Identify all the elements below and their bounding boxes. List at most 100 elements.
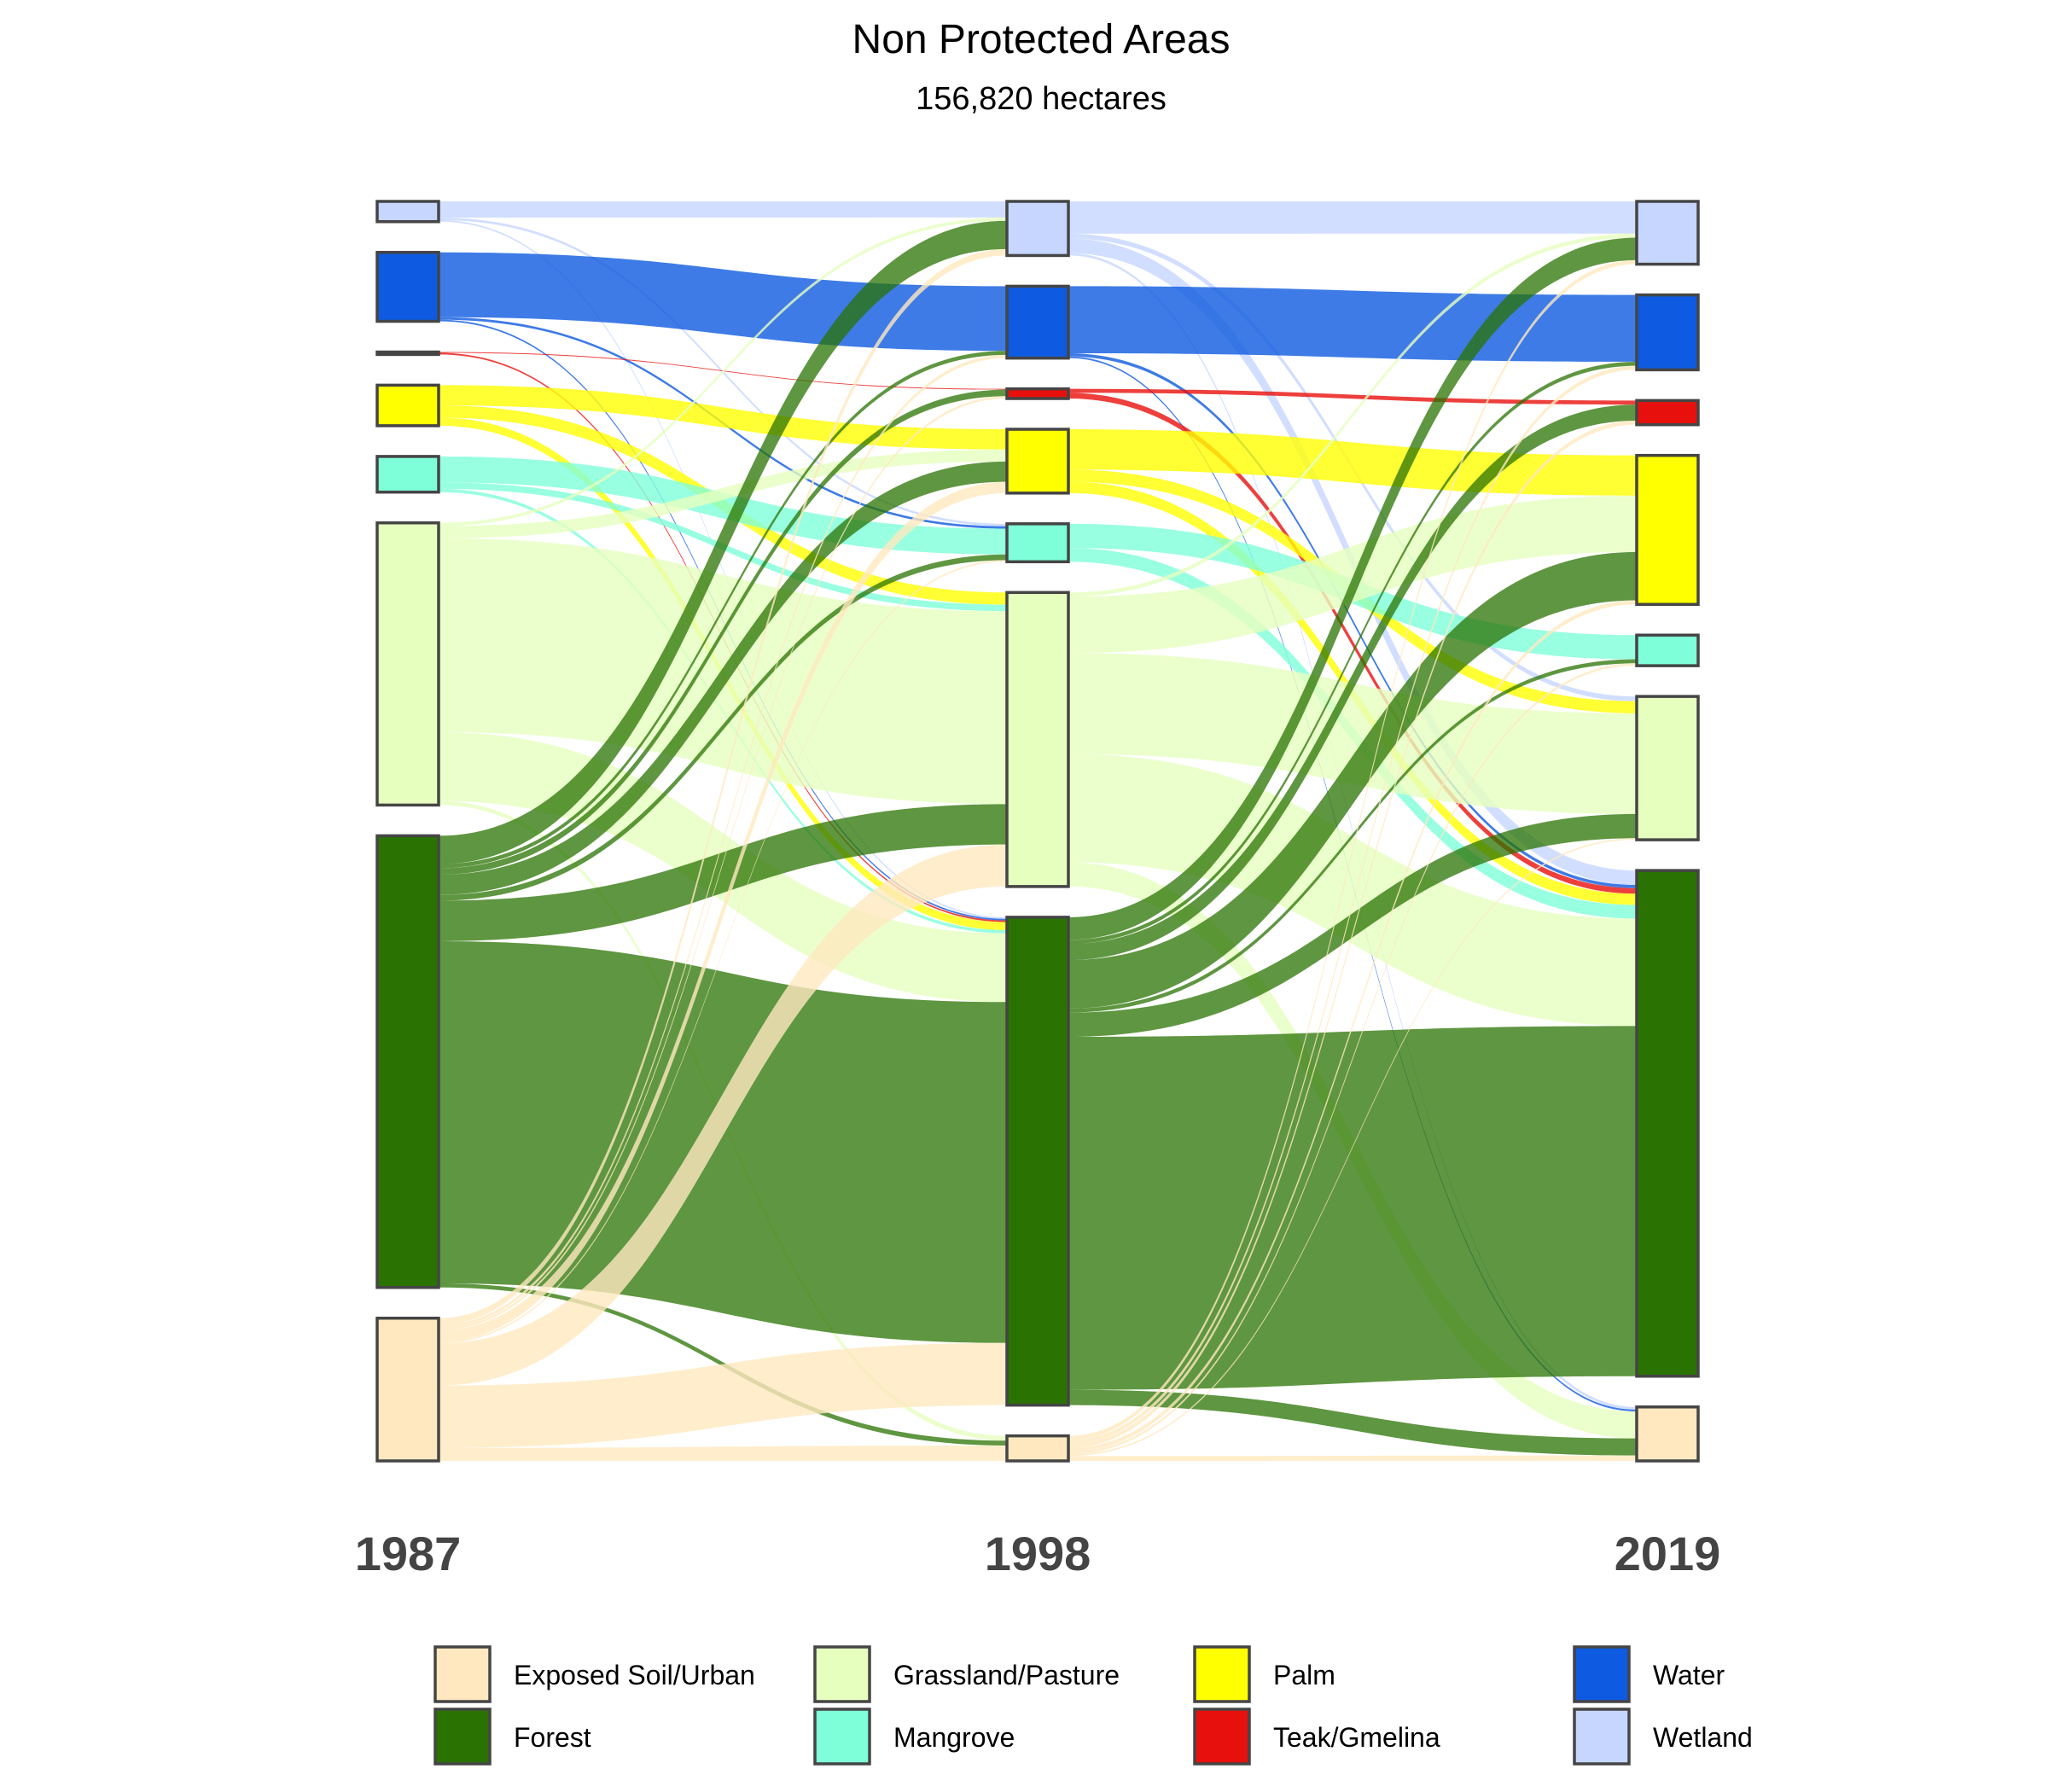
node-2019-teak-gmelina bbox=[1635, 399, 1700, 427]
flow-1998-forest-to-2019-exposed-soil-urban bbox=[1068, 1389, 1637, 1456]
flow-1987-forest-to-1998-palm bbox=[439, 461, 1007, 895]
flow-1998-wetland-to-2019-exposed-soil-urban bbox=[1068, 253, 1637, 1410]
node-2019-forest bbox=[1635, 869, 1700, 1378]
legend-item-water: Water bbox=[1573, 1645, 1725, 1703]
flow-1998-forest-to-2019-wetland bbox=[1068, 237, 1637, 940]
legend-item-exposed-soil-urban: Exposed Soil/Urban bbox=[433, 1645, 755, 1703]
flow-1987-exposed-soil-urban-to-1998-water bbox=[439, 354, 1007, 1329]
node-1987-mangrove bbox=[375, 455, 440, 494]
flow-1998-teak-gmelina-to-2019-forest bbox=[1068, 393, 1637, 894]
legend-label: Wetland bbox=[1653, 1722, 1753, 1753]
legend-label: Palm bbox=[1273, 1660, 1335, 1690]
flow-1998-teak-gmelina-to-2019-teak-gmelina bbox=[1068, 388, 1637, 405]
node-1987-water bbox=[375, 251, 440, 323]
legend-swatch bbox=[1573, 1645, 1631, 1703]
flow-1987-exposed-soil-urban-to-1998-teak-gmelina bbox=[439, 396, 1007, 1331]
legend-label: Teak/Gmelina bbox=[1273, 1722, 1440, 1753]
flow-1987-wetland-to-1998-forest bbox=[439, 219, 1007, 919]
legend-item-mangrove: Mangrove bbox=[813, 1708, 1015, 1766]
node-2019-grassland-pasture bbox=[1635, 695, 1700, 841]
flow-1987-exposed-soil-urban-to-1998-palm bbox=[439, 481, 1007, 1342]
node-1998-grassland-pasture bbox=[1005, 591, 1070, 888]
flow-1987-mangrove-to-1998-mangrove bbox=[439, 456, 1007, 555]
legend-label: Forest bbox=[514, 1722, 591, 1753]
legend: Exposed Soil/Urban Grassland/Pasture Palm W… bbox=[433, 1645, 1753, 1766]
stage-labels: 1987 1998 2019 bbox=[355, 1527, 1721, 1580]
flow-1987-wetland-to-1998-wetland bbox=[439, 201, 1007, 218]
flow-1998-forest-to-2019-water bbox=[1068, 361, 1637, 945]
flow-1998-exposed-soil-urban-to-2019-mangrove bbox=[1068, 663, 1637, 1455]
flow-1987-exposed-soil-urban-to-1998-wetland bbox=[439, 248, 1007, 1325]
node-2019-wetland bbox=[1635, 200, 1700, 266]
legend-item-grassland-pasture: Grassland/Pasture bbox=[813, 1645, 1120, 1703]
flow-1998-forest-to-2019-mangrove bbox=[1068, 659, 1637, 1013]
flow-1998-water-to-2019-water bbox=[1068, 286, 1637, 362]
legend-swatch bbox=[433, 1645, 492, 1703]
legend-label: Exposed Soil/Urban bbox=[514, 1660, 755, 1690]
stage-label-2019: 2019 bbox=[1615, 1527, 1721, 1580]
flow-1998-exposed-soil-urban-to-2019-wetland bbox=[1068, 259, 1637, 1440]
flow-1998-forest-to-2019-palm bbox=[1068, 551, 1637, 1009]
node-1987-forest bbox=[375, 834, 440, 1289]
flow-1987-exposed-soil-urban-to-1998-forest bbox=[439, 1342, 1007, 1448]
node-1987-wetland bbox=[375, 200, 440, 224]
node-1998-water bbox=[1005, 284, 1070, 360]
stage-label-1998: 1998 bbox=[985, 1527, 1091, 1580]
flow-layer bbox=[439, 201, 1637, 1461]
legend-swatch bbox=[1193, 1708, 1251, 1766]
node-2019-water bbox=[1635, 293, 1700, 372]
node-1998-wetland bbox=[1005, 200, 1070, 258]
flow-1998-forest-to-2019-forest bbox=[1068, 1026, 1637, 1390]
flow-1998-forest-to-2019-grassland-pasture bbox=[1068, 813, 1637, 1037]
flow-1998-water-to-2019-forest bbox=[1068, 352, 1637, 888]
legend-item-wetland: Wetland bbox=[1573, 1708, 1753, 1766]
flow-1987-grassland-pasture-to-1998-wetland bbox=[439, 217, 1007, 527]
flow-1998-grassland-pasture-to-2019-forest bbox=[1068, 753, 1637, 1027]
flow-1987-forest-to-1998-mangrove bbox=[439, 554, 1007, 901]
flow-1998-grassland-pasture-to-2019-palm bbox=[1068, 495, 1637, 654]
flow-1987-exposed-soil-urban-to-1998-mangrove bbox=[439, 560, 1007, 1344]
node-1987-palm bbox=[375, 383, 440, 428]
legend-item-palm: Palm bbox=[1193, 1645, 1335, 1703]
flow-1987-grassland-pasture-to-1998-palm bbox=[439, 449, 1007, 538]
chart-subtitle: 156,820 hectares bbox=[916, 81, 1167, 117]
flow-1998-grassland-pasture-to-2019-wetland bbox=[1068, 233, 1637, 597]
legend-swatch bbox=[1573, 1708, 1631, 1766]
flow-1987-exposed-soil-urban-to-1998-exposed-soil-urban bbox=[439, 1445, 1007, 1461]
node-2019-palm bbox=[1635, 453, 1700, 607]
flow-1998-exposed-soil-urban-to-2019-grassland-pasture bbox=[1068, 838, 1637, 1457]
flow-1998-exposed-soil-urban-to-2019-teak-gmelina bbox=[1068, 420, 1637, 1448]
stage-label-1987: 1987 bbox=[355, 1527, 462, 1580]
flow-1998-forest-to-2019-teak-gmelina bbox=[1068, 404, 1637, 961]
node-1998-palm bbox=[1005, 428, 1070, 495]
flow-1998-exposed-soil-urban-to-2019-palm bbox=[1068, 600, 1637, 1452]
chart-title: Non Protected Areas bbox=[852, 17, 1231, 62]
legend-item-teak-gmelina: Teak/Gmelina bbox=[1193, 1708, 1440, 1766]
flow-1998-palm-to-2019-palm bbox=[1068, 429, 1637, 496]
flow-1987-forest-to-1998-teak-gmelina bbox=[439, 389, 1007, 876]
legend-swatch bbox=[1193, 1645, 1251, 1703]
legend-swatch bbox=[813, 1708, 871, 1766]
flow-1987-palm-to-1998-palm bbox=[439, 385, 1007, 450]
node-1998-mangrove bbox=[1005, 522, 1070, 564]
legend-label: Mangrove bbox=[893, 1722, 1015, 1753]
node-layer bbox=[375, 200, 1700, 1463]
legend-label: Grassland/Pasture bbox=[893, 1660, 1120, 1690]
node-1987-teak-gmelina bbox=[375, 350, 440, 357]
node-2019-exposed-soil-urban bbox=[1635, 1405, 1700, 1463]
flow-1998-grassland-pasture-to-2019-grassland-pasture bbox=[1068, 653, 1637, 814]
node-1987-grassland-pasture bbox=[375, 521, 440, 807]
node-1998-exposed-soil-urban bbox=[1005, 1434, 1070, 1463]
node-1998-teak-gmelina bbox=[1005, 387, 1070, 400]
legend-label: Water bbox=[1653, 1660, 1725, 1690]
flow-1987-forest-to-1998-grassland-pasture bbox=[439, 804, 1007, 941]
legend-item-forest: Forest bbox=[433, 1708, 591, 1766]
flow-1987-exposed-soil-urban-to-1998-grassland-pasture bbox=[439, 844, 1007, 1386]
flow-1998-wetland-to-2019-wetland bbox=[1068, 201, 1637, 234]
flow-1987-forest-to-1998-wetland bbox=[439, 220, 1007, 864]
flow-1987-water-to-1998-water bbox=[439, 252, 1007, 352]
node-2019-mangrove bbox=[1635, 633, 1700, 667]
flow-1987-forest-to-1998-water bbox=[439, 351, 1007, 869]
node-1987-exposed-soil-urban bbox=[375, 1316, 440, 1463]
